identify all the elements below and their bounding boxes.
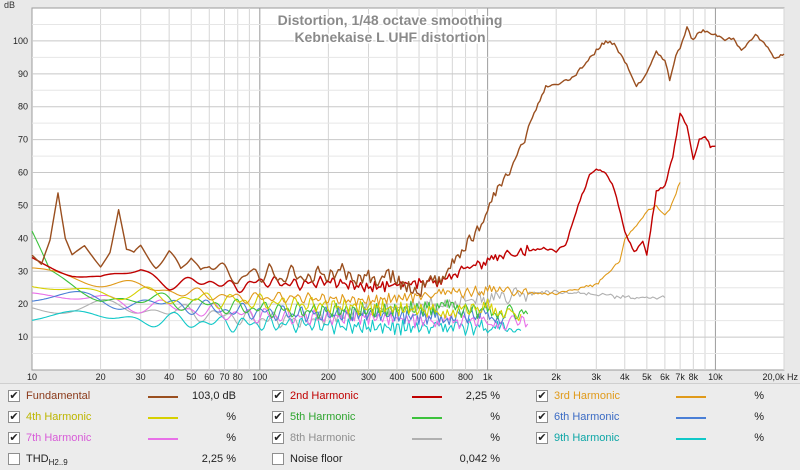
9th-harmonic-checkbox[interactable]: ✔ bbox=[536, 431, 548, 444]
9th-harmonic-line bbox=[31, 310, 522, 336]
4th-harmonic-swatch bbox=[148, 417, 178, 419]
grid-lines bbox=[31, 8, 785, 370]
8th-harmonic-label: 8th Harmonic bbox=[290, 432, 356, 444]
3rd-harmonic-label: 3rd Harmonic bbox=[554, 390, 621, 402]
x-tick-label: 1k bbox=[483, 372, 493, 382]
thd-label-sub: H2..9 bbox=[48, 458, 68, 468]
2nd-harmonic-label: 2nd Harmonic bbox=[290, 390, 359, 402]
legend-row: ✔ 4th Harmonic% ✔ 5th Harmonic% ✔ 6th Harmoni… bbox=[0, 407, 800, 428]
x-tick-label: 200 bbox=[321, 372, 336, 382]
2nd-harmonic-line bbox=[31, 112, 716, 294]
y-tick-label: 50 bbox=[18, 200, 28, 210]
chart-title: Distortion, 1/48 octave smoothing bbox=[278, 12, 503, 28]
x-tick-label: 100 bbox=[252, 372, 267, 382]
4th-harmonic-line bbox=[31, 286, 522, 322]
x-tick-label: 70 bbox=[220, 372, 230, 382]
9th-harmonic-value: % bbox=[754, 432, 764, 444]
y-axis-label: dB bbox=[4, 0, 15, 10]
4th-harmonic-value: % bbox=[226, 411, 236, 423]
y-tick-label: 90 bbox=[18, 69, 28, 79]
x-tick-label: 30 bbox=[136, 372, 146, 382]
4th-harmonic-label: 4th Harmonic bbox=[26, 411, 92, 423]
x-tick-label: 60 bbox=[204, 372, 214, 382]
chart-title-halo: Distortion, 1/48 octave smoothing bbox=[278, 12, 503, 28]
x-tick-label: 40 bbox=[164, 372, 174, 382]
x-tick-label: 10k bbox=[708, 372, 723, 382]
x-tick-label: 500 bbox=[412, 372, 427, 382]
3rd-harmonic-swatch bbox=[676, 396, 706, 398]
chart-subtitle: Kebnekaise L UHF distortion bbox=[294, 29, 485, 45]
thd-label: THDH2..9 bbox=[26, 453, 68, 467]
x-tick-label: 10 bbox=[27, 372, 37, 382]
x-tick-label: 2k bbox=[551, 372, 561, 382]
6th-harmonic-value: % bbox=[754, 411, 764, 423]
thd-value: 2,25 % bbox=[201, 453, 236, 465]
3rd-harmonic-value: % bbox=[754, 390, 764, 402]
x-tick-label: 7k bbox=[675, 372, 685, 382]
5th-harmonic-label: 5th Harmonic bbox=[290, 411, 356, 423]
2nd-harmonic-checkbox[interactable]: ✔ bbox=[272, 389, 284, 402]
x-tick-label: 3k bbox=[592, 372, 602, 382]
legend-row: ✔ 7th Harmonic% ✔ 8th Harmonic% ✔ 9th Harmoni… bbox=[0, 428, 800, 449]
7th-harmonic-value: % bbox=[226, 432, 236, 444]
9th-harmonic-swatch bbox=[676, 438, 706, 440]
5th-harmonic-value: % bbox=[490, 411, 500, 423]
y-tick-label: 40 bbox=[18, 233, 28, 243]
2nd-harmonic-value: 2,25 % bbox=[465, 390, 500, 402]
y-tick-label: 20 bbox=[18, 299, 28, 309]
y-tick-label: 70 bbox=[18, 135, 28, 145]
8th-harmonic-value: % bbox=[490, 432, 500, 444]
series-layer bbox=[31, 26, 785, 336]
x-tick-label: 400 bbox=[389, 372, 404, 382]
noise-floor-value: 0,042 % bbox=[459, 453, 500, 465]
legend-row: ✔ Fundamental 103,0 dB ✔ 2nd Harmonic 2,25 % ✔… bbox=[0, 386, 800, 407]
x-tick-label: 5k bbox=[642, 372, 652, 382]
y-tick-label: 10 bbox=[18, 332, 28, 342]
x-tick-label: 600 bbox=[430, 372, 445, 382]
x-tick-label: 80 bbox=[233, 372, 243, 382]
fundamental-line bbox=[31, 26, 785, 297]
noise-floor-label: Noise floor bbox=[290, 453, 343, 465]
6th-harmonic-swatch bbox=[676, 417, 706, 419]
9th-harmonic-label: 9th Harmonic bbox=[554, 432, 620, 444]
7th-harmonic-label: 7th Harmonic bbox=[26, 432, 92, 444]
chart-subtitle-halo: Kebnekaise L UHF distortion bbox=[294, 29, 485, 45]
thd-label-text: THD bbox=[26, 453, 49, 465]
x-tick-label: 20 bbox=[96, 372, 106, 382]
x-tick-label: 8k bbox=[689, 372, 699, 382]
7th-harmonic-checkbox[interactable]: ✔ bbox=[8, 431, 20, 444]
y-tick-label: 80 bbox=[18, 102, 28, 112]
x-tick-label: 20,0k Hz bbox=[762, 372, 798, 382]
x-tick-label: 300 bbox=[361, 372, 376, 382]
4th-harmonic-checkbox[interactable]: ✔ bbox=[8, 410, 20, 423]
fundamental-swatch bbox=[148, 396, 178, 398]
5th-harmonic-swatch bbox=[412, 417, 442, 419]
8th-harmonic-checkbox[interactable]: ✔ bbox=[272, 431, 284, 444]
y-tick-label: 60 bbox=[18, 168, 28, 178]
legend-row-extra: THDH2..9 2,25 % Noise floor 0,042 % bbox=[0, 449, 800, 470]
6th-harmonic-label: 6th Harmonic bbox=[554, 411, 620, 423]
5th-harmonic-checkbox[interactable]: ✔ bbox=[272, 410, 284, 423]
fundamental-checkbox[interactable]: ✔ bbox=[8, 389, 20, 402]
3rd-harmonic-checkbox[interactable]: ✔ bbox=[536, 389, 548, 402]
6th-harmonic-checkbox[interactable]: ✔ bbox=[536, 410, 548, 423]
x-tick-label: 800 bbox=[458, 372, 473, 382]
2nd-harmonic-swatch bbox=[412, 396, 442, 398]
x-tick-label: 4k bbox=[620, 372, 630, 382]
fundamental-label: Fundamental bbox=[26, 390, 91, 402]
y-tick-label: 100 bbox=[13, 36, 28, 46]
y-tick-label: 30 bbox=[18, 266, 28, 276]
noise-floor-checkbox[interactable] bbox=[272, 453, 284, 465]
legend-panel: ✔ Fundamental 103,0 dB ✔ 2nd Harmonic 2,25 % ✔… bbox=[0, 383, 800, 470]
fundamental-value: 103,0 dB bbox=[191, 390, 236, 402]
thd-checkbox[interactable] bbox=[8, 453, 20, 465]
7th-harmonic-swatch bbox=[148, 438, 178, 440]
8th-harmonic-swatch bbox=[412, 438, 442, 440]
x-tick-label: 50 bbox=[186, 372, 196, 382]
x-tick-label: 6k bbox=[660, 372, 670, 382]
3rd-harmonic-line bbox=[31, 182, 681, 307]
